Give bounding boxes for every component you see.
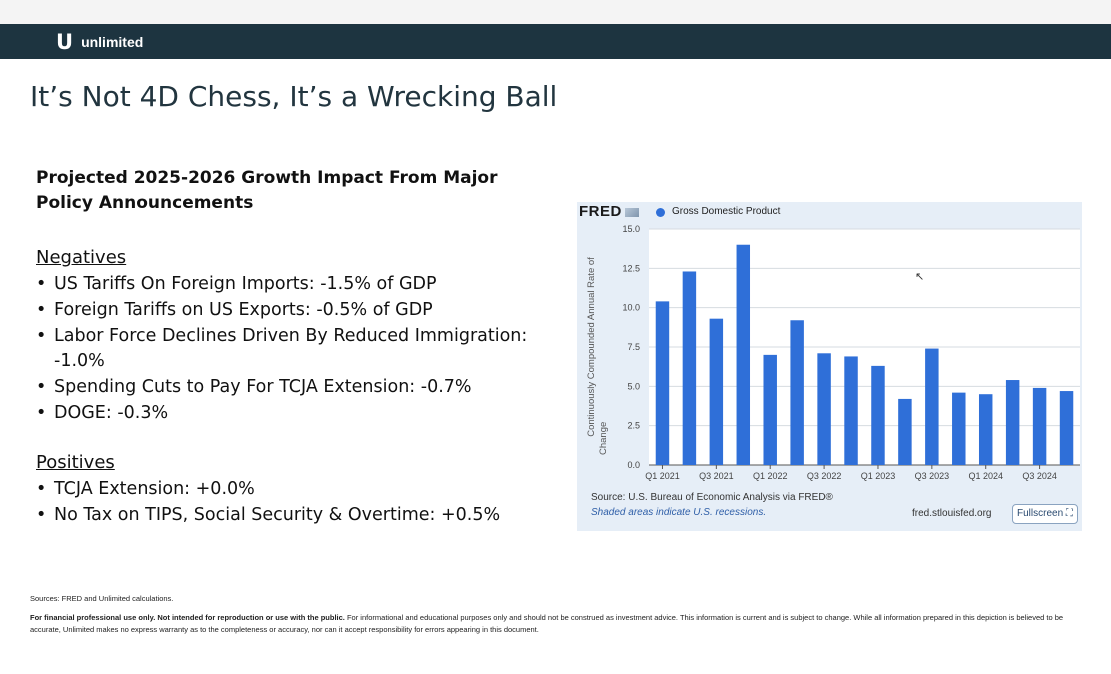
fred-logo: FRED [579, 203, 639, 220]
bar [1032, 387, 1047, 465]
bar [1005, 380, 1020, 465]
bar [952, 392, 966, 465]
disclaimer-bold: For financial professional use only. Not… [30, 613, 345, 622]
fullscreen-button[interactable]: Fullscreen ⛶ [1012, 504, 1078, 524]
legend-swatch [656, 208, 665, 217]
mouse-cursor-icon: ↖ [915, 271, 925, 283]
bar [1059, 391, 1074, 465]
disclaimer-text: For informational and educational purpos… [30, 613, 1064, 634]
x-tick-label: Q3 2023 [915, 471, 950, 481]
bar [898, 398, 912, 465]
positives-list: TCJA Extension: +0.0% No Tax on TIPS, So… [36, 477, 536, 529]
bar [925, 348, 939, 465]
bar [790, 320, 804, 465]
bar [817, 353, 831, 465]
policy-impact-subtitle: Projected 2025-2026 Growth Impact From M… [36, 168, 498, 213]
list-item: US Tariffs On Foreign Imports: -1.5% of … [36, 272, 536, 298]
y-tick-label: 2.5 [627, 421, 640, 431]
y-tick-label: 0.0 [627, 460, 640, 470]
bar [978, 394, 993, 465]
footer-disclaimer: For financial professional use only. Not… [30, 612, 1080, 636]
y-axis-label: Continuously Compounded Annual Rate ofCh… [586, 257, 609, 455]
y-tick-label: 10.0 [622, 303, 640, 313]
legend-label: Gross Domestic Product [672, 206, 781, 217]
y-tick-label: 12.5 [622, 263, 640, 273]
list-item: DOGE: -0.3% [36, 401, 536, 427]
x-tick-label: Q1 2024 [968, 471, 1003, 481]
x-tick-label: Q1 2021 [645, 471, 680, 481]
brand-header-bar: U unlimited [0, 24, 1111, 59]
fred-url-link[interactable]: fred.stlouisfed.org [912, 508, 992, 519]
bar [871, 365, 885, 465]
fred-chart-icon [624, 207, 639, 217]
y-tick-label: 7.5 [627, 342, 640, 352]
brand-logo: U unlimited [56, 30, 144, 54]
x-tick-label: Q1 2023 [861, 471, 896, 481]
recession-shading-note: Shaded areas indicate U.S. recessions. [591, 507, 767, 518]
bar [844, 356, 858, 465]
list-item: TCJA Extension: +0.0% [36, 477, 536, 503]
x-tick-label: Q1 2022 [753, 471, 788, 481]
negatives-list: US Tariffs On Foreign Imports: -1.5% of … [36, 272, 536, 427]
bar [709, 318, 724, 465]
x-tick-label: Q3 2022 [807, 471, 842, 481]
y-tick-label: 5.0 [627, 381, 640, 391]
footer-sources: Sources: FRED and Unlimited calculations… [30, 594, 174, 603]
gdp-bar-chart: 0.0 2.5 5.0 7.5 10.0 12.5 15.0 Q1 2021 Q3 2021 Q1… [586, 224, 1080, 481]
fred-chart-widget: FRED Gross Domestic Product 0.0 2.5 5.0 7.5… [577, 202, 1082, 531]
bar [736, 244, 751, 465]
window-top-strip [0, 0, 1111, 24]
slide-title: It’s Not 4D Chess, It’s a Wrecking Ball [30, 80, 558, 113]
positives-heading: Positives [36, 451, 115, 473]
x-tick-label: Q3 2024 [1022, 471, 1057, 481]
bar [655, 301, 670, 465]
negatives-heading: Negatives [36, 247, 127, 268]
chart-source: Source: U.S. Bureau of Economic Analysis… [591, 492, 833, 503]
policy-impact-panel: Projected 2025-2026 Growth Impact From M… [36, 166, 536, 528]
x-tick-label: Q3 2021 [699, 471, 734, 481]
unlimited-logo-icon: U [56, 30, 74, 54]
list-item: Foreign Tariffs on US Exports: -0.5% of … [36, 298, 536, 324]
bar [682, 271, 697, 465]
brand-name: unlimited [81, 34, 144, 50]
list-item: No Tax on TIPS, Social Security & Overti… [36, 503, 536, 529]
list-item: Labor Force Declines Driven By Reduced I… [36, 324, 536, 376]
list-item: Spending Cuts to Pay For TCJA Extension:… [36, 375, 536, 401]
y-tick-label: 15.0 [622, 224, 640, 234]
bar [763, 354, 777, 465]
